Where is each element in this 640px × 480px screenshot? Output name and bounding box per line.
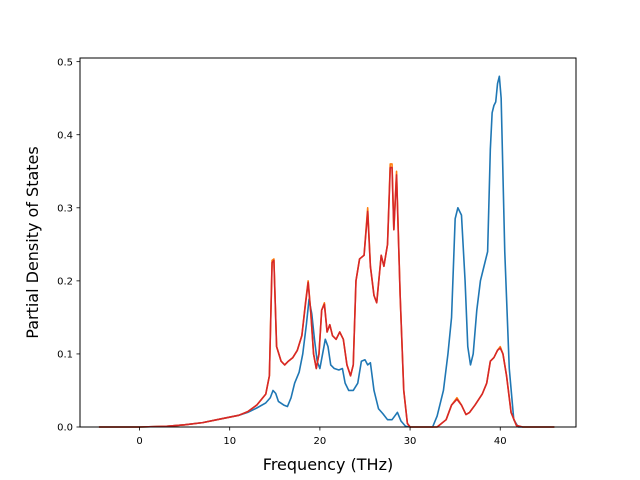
y-tick-label: 0.2 — [57, 276, 73, 287]
y-axis-ticks: 0.0 0.1 0.2 0.3 0.4 0.5 — [57, 57, 80, 434]
series-line-3 — [98, 166, 555, 428]
y-axis-label: Partial Density of States — [23, 146, 42, 338]
plot-frame — [79, 57, 577, 428]
x-tick-label: 40 — [494, 436, 507, 447]
y-tick-label: 0.5 — [57, 57, 73, 68]
x-tick-label: 0 — [136, 436, 142, 447]
y-tick-label: 0.0 — [57, 423, 73, 434]
y-tick-label: 0.1 — [57, 350, 73, 361]
x-tick-label: 10 — [223, 436, 236, 447]
y-tick-label: 0.3 — [57, 203, 73, 214]
x-tick-label: 30 — [404, 436, 417, 447]
y-tick-label: 0.4 — [57, 130, 73, 141]
x-tick-label: 20 — [314, 436, 327, 447]
series-layer — [98, 75, 555, 428]
x-axis-label: Frequency (THz) — [263, 455, 393, 474]
x-axis-ticks: 0 10 20 30 40 — [136, 427, 507, 447]
series-line-2 — [98, 163, 555, 428]
series-line-1 — [98, 75, 555, 428]
